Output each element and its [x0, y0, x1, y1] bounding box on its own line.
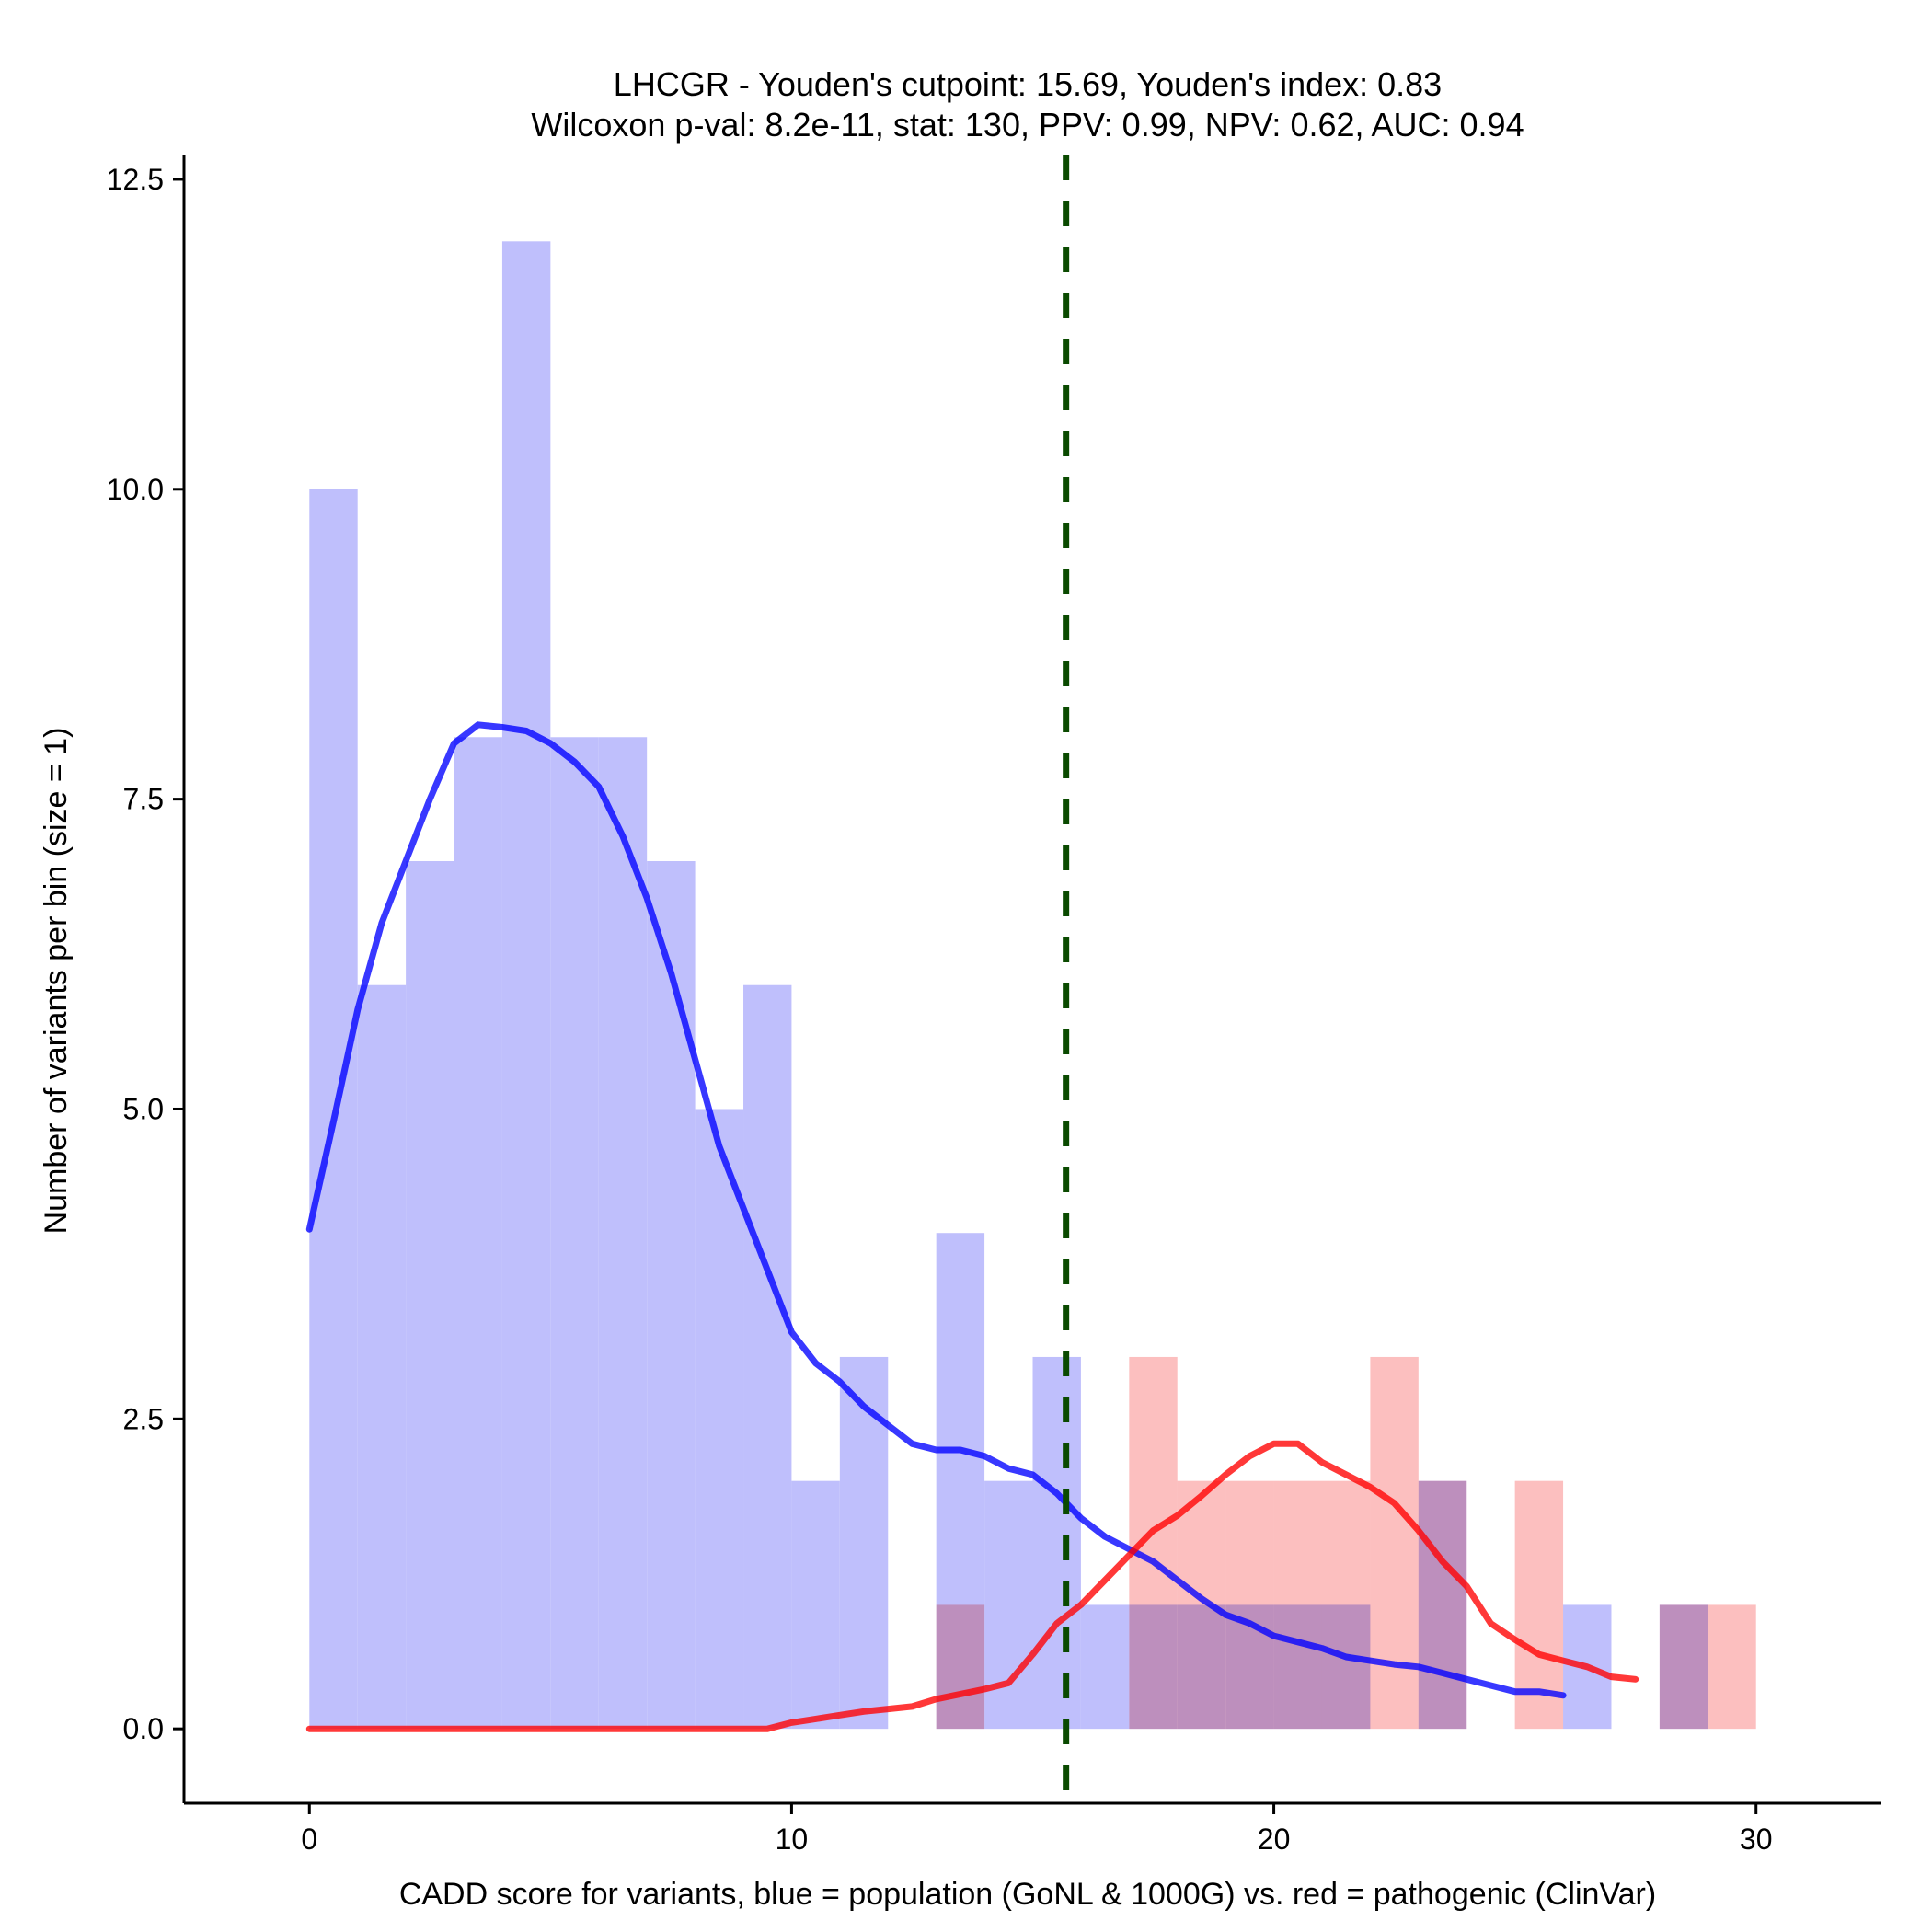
pathogenic-bar: [1370, 1356, 1419, 1730]
population-bar: [839, 1356, 889, 1730]
pathogenic-bar: [1659, 1604, 1708, 1730]
x-tick-label: 0: [301, 1823, 317, 1856]
pathogenic-bar: [1129, 1356, 1178, 1730]
population-bar: [454, 737, 502, 1730]
chart-subtitle: Wilcoxon p-val: 8.2e-11, stat: 130, PPV:…: [531, 106, 1524, 144]
population-bar: [357, 984, 407, 1730]
y-tick-label: 5.0: [123, 1092, 164, 1125]
population-bar: [598, 737, 648, 1730]
y-tick-label: 12.5: [107, 163, 164, 196]
population-bar: [501, 241, 551, 1730]
x-tick-label: 20: [1258, 1823, 1291, 1856]
y-tick-label: 0.0: [123, 1712, 164, 1745]
pathogenic-bar: [1225, 1480, 1274, 1730]
pathogenic-bar: [936, 1604, 985, 1730]
population-bar: [550, 737, 599, 1730]
population-bar: [1032, 1356, 1081, 1730]
x-tick-label: 10: [776, 1823, 809, 1856]
y-tick-label: 2.5: [123, 1402, 164, 1435]
plot-area: 0 10 20 30 0.0 2.5 5.0 7.5 10.0 12.5: [107, 155, 1881, 1856]
x-tick-label: 30: [1740, 1823, 1773, 1856]
population-density-line: [305, 721, 1567, 1699]
population-bar: [647, 861, 696, 1730]
population-bar: [791, 1480, 840, 1730]
x-axis-label: CADD score for variants, blue = populati…: [399, 1877, 1656, 1912]
pathogenic-bar: [1708, 1604, 1756, 1730]
y-axis-label: Number of variants per bin (size = 1): [39, 728, 74, 1235]
y-tick-label: 10.0: [107, 473, 164, 506]
population-bar: [984, 1480, 1033, 1730]
population-bar: [406, 861, 454, 1730]
population-bar: [1080, 1604, 1130, 1730]
pathogenic-bar: [1273, 1480, 1322, 1730]
chart-title: LHCGR - Youden's cutpoint: 15.69, Youden…: [614, 65, 1442, 103]
population-bar: [695, 1109, 744, 1730]
pathogenic-density-line: [305, 1440, 1639, 1732]
pathogenic-bar: [1418, 1480, 1467, 1730]
y-tick-label: 7.5: [123, 783, 164, 816]
population-bar: [743, 984, 792, 1730]
pathogenic-bar: [1321, 1480, 1371, 1730]
pathogenic-bar: [1177, 1480, 1226, 1730]
pathogenic-bar: [1514, 1480, 1564, 1730]
